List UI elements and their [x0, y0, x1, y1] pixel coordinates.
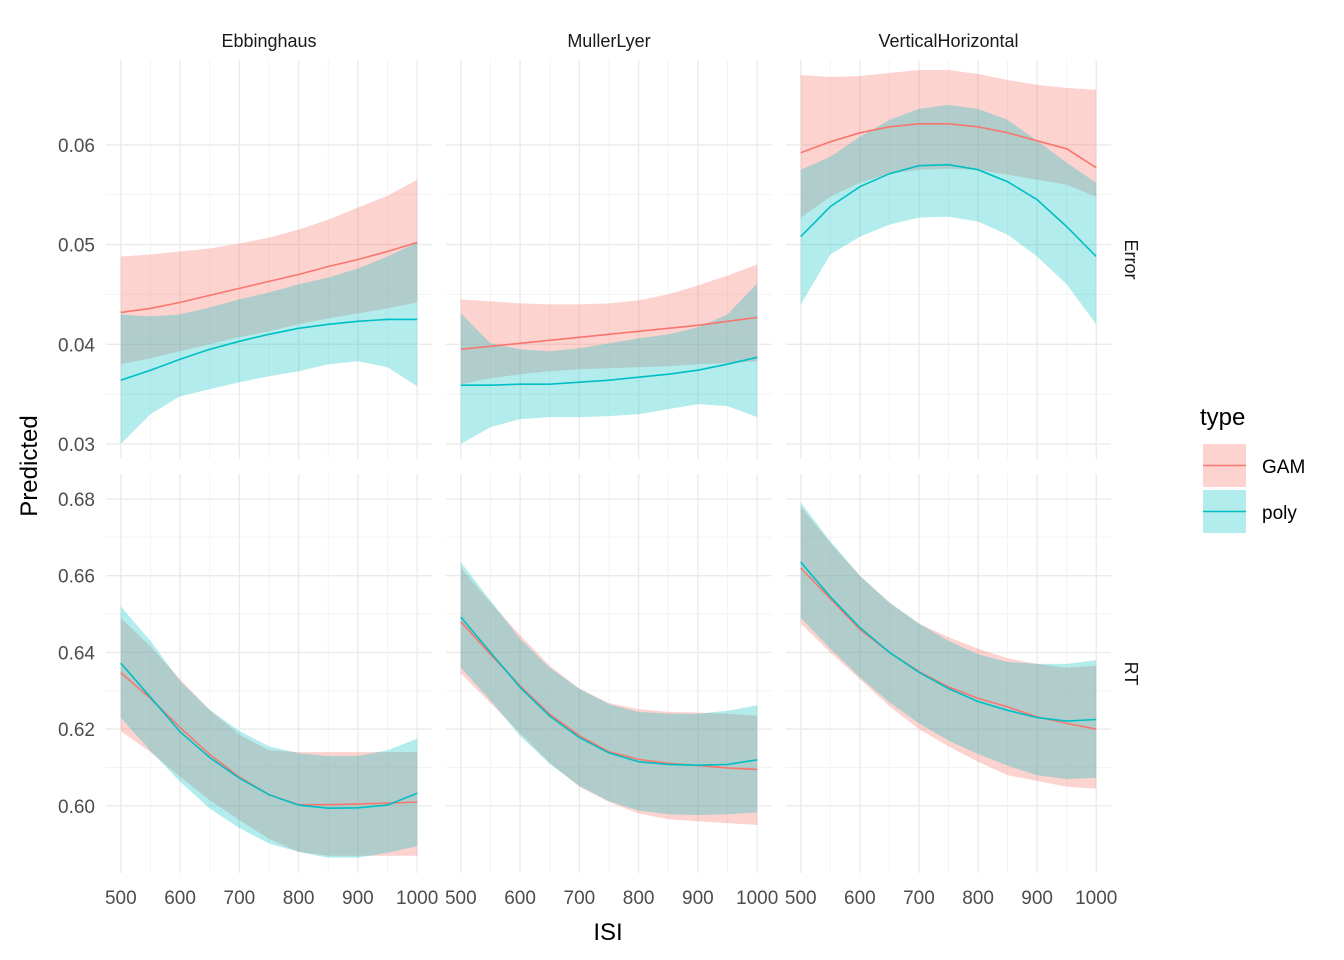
ci-band-gam: [120, 617, 418, 856]
legend-title: type: [1200, 404, 1245, 431]
ci-band-gam: [460, 264, 758, 385]
x-tick-label: 800: [623, 888, 655, 909]
x-tick-label: 600: [164, 888, 196, 909]
facet-strip-label: MullerLyer: [567, 31, 650, 51]
ci-band-poly: [460, 562, 758, 816]
facet-strip-label: Ebbinghaus: [221, 31, 316, 51]
ci-band-poly: [800, 502, 1097, 779]
x-tick-label: 900: [342, 888, 374, 909]
x-tick-label: 700: [224, 888, 256, 909]
series-line-poly: [460, 616, 758, 767]
series-line-poly: [120, 318, 418, 381]
series-line-gam: [800, 123, 1097, 169]
y-tick-label: 0.66: [58, 567, 95, 588]
y-tick-label: 0.06: [58, 136, 95, 157]
facet-strip-label: VerticalHorizontal: [878, 31, 1018, 51]
x-tick-label: 800: [962, 888, 994, 909]
y-tick-label: 0.60: [58, 797, 95, 818]
ci-band-poly: [120, 242, 418, 444]
ci-band-poly: [120, 606, 418, 858]
ci-band-gam: [120, 179, 418, 365]
x-tick-label: 500: [785, 888, 817, 909]
x-tick-label: 900: [682, 888, 714, 909]
facet-strip-label: RT: [1121, 662, 1141, 686]
facet-strip-label: Error: [1121, 240, 1141, 280]
x-tick-label: 500: [105, 888, 137, 909]
y-tick-label: 0.68: [58, 490, 95, 511]
series-line-poly: [120, 662, 418, 810]
x-tick-label: 1000: [396, 888, 438, 909]
x-tick-label: 700: [564, 888, 596, 909]
x-tick-label: 600: [504, 888, 536, 909]
y-tick-label: 0.04: [58, 335, 95, 356]
x-tick-label: 1000: [1075, 888, 1117, 909]
x-tick-label: 900: [1021, 888, 1053, 909]
legend-label-gam: GAM: [1262, 457, 1305, 478]
series-line-poly: [800, 561, 1097, 722]
y-tick-label: 0.03: [58, 435, 95, 456]
y-tick-label: 0.05: [58, 236, 95, 257]
x-tick-label: 500: [445, 888, 477, 909]
ci-band-poly: [800, 104, 1097, 325]
series-line-gam: [120, 241, 418, 314]
x-tick-label: 1000: [736, 888, 778, 909]
ci-band-gam: [460, 568, 758, 825]
y-tick-label: 0.62: [58, 720, 95, 741]
ci-band-poly: [460, 283, 758, 444]
series-line-gam: [460, 316, 758, 351]
y-axis-title: Predicted: [16, 415, 43, 516]
x-tick-label: 700: [903, 888, 935, 909]
x-axis-title: ISI: [593, 919, 622, 946]
series-line-poly: [460, 356, 758, 386]
x-tick-label: 600: [844, 888, 876, 909]
x-tick-label: 800: [283, 888, 315, 909]
ci-band-gam: [800, 70, 1097, 218]
legend-label-poly: poly: [1262, 503, 1297, 524]
series-line-poly: [800, 163, 1097, 258]
ci-band-gam: [800, 506, 1097, 789]
y-tick-label: 0.64: [58, 643, 95, 664]
